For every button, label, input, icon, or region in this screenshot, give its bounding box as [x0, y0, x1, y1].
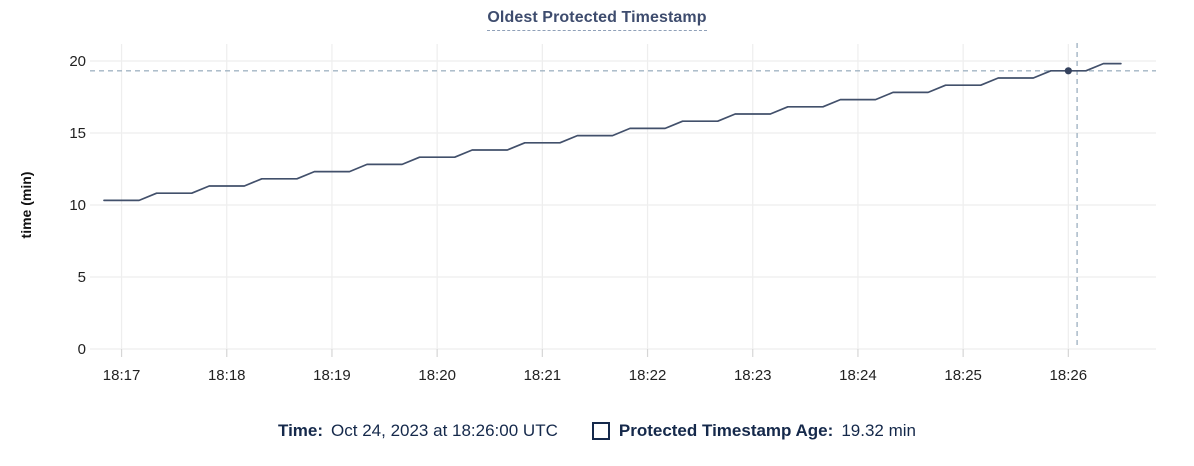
series-value: 19.32 min [841, 421, 916, 440]
x-tick-label: 18:21 [524, 367, 562, 384]
y-tick-label: 0 [78, 341, 86, 358]
y-tick-label: 15 [69, 125, 86, 142]
series-label: Protected Timestamp Age: [618, 421, 834, 440]
y-tick-label: 20 [69, 53, 86, 70]
hover-legend: Time: Oct 24, 2023 at 18:26:00 UTC Prote… [0, 419, 1194, 443]
x-tick-label: 18:19 [313, 367, 351, 384]
chart-title[interactable]: Oldest Protected Timestamp [487, 9, 707, 31]
x-tick-label: 18:25 [944, 367, 982, 384]
timeseries-chart[interactable]: 0 5 10 15 20 18:17 18:18 18:19 18:20 18:21 18:22 18… [0, 0, 1194, 402]
series-checkbox[interactable] [591, 422, 610, 440]
chart-title-row: Oldest Protected Timestamp [0, 9, 1194, 31]
y-tick-label: 5 [78, 269, 86, 286]
y-tick-label: 10 [69, 197, 86, 214]
x-tick-label: 18:23 [734, 367, 772, 384]
x-tick-label: 18:24 [839, 367, 877, 384]
time-value: Oct 24, 2023 at 18:26:00 UTC [331, 421, 558, 440]
series-line [103, 62, 1122, 202]
y-axis-title: time (min) [18, 172, 34, 239]
x-tick-label: 18:17 [103, 367, 141, 384]
time-label: Time: [278, 421, 324, 440]
hover-point-dot [1064, 67, 1072, 75]
x-tick-label: 18:22 [629, 367, 667, 384]
x-tick-label: 18:26 [1050, 367, 1088, 384]
x-tick-label: 18:18 [208, 367, 246, 384]
x-tick-label: 18:20 [418, 367, 456, 384]
